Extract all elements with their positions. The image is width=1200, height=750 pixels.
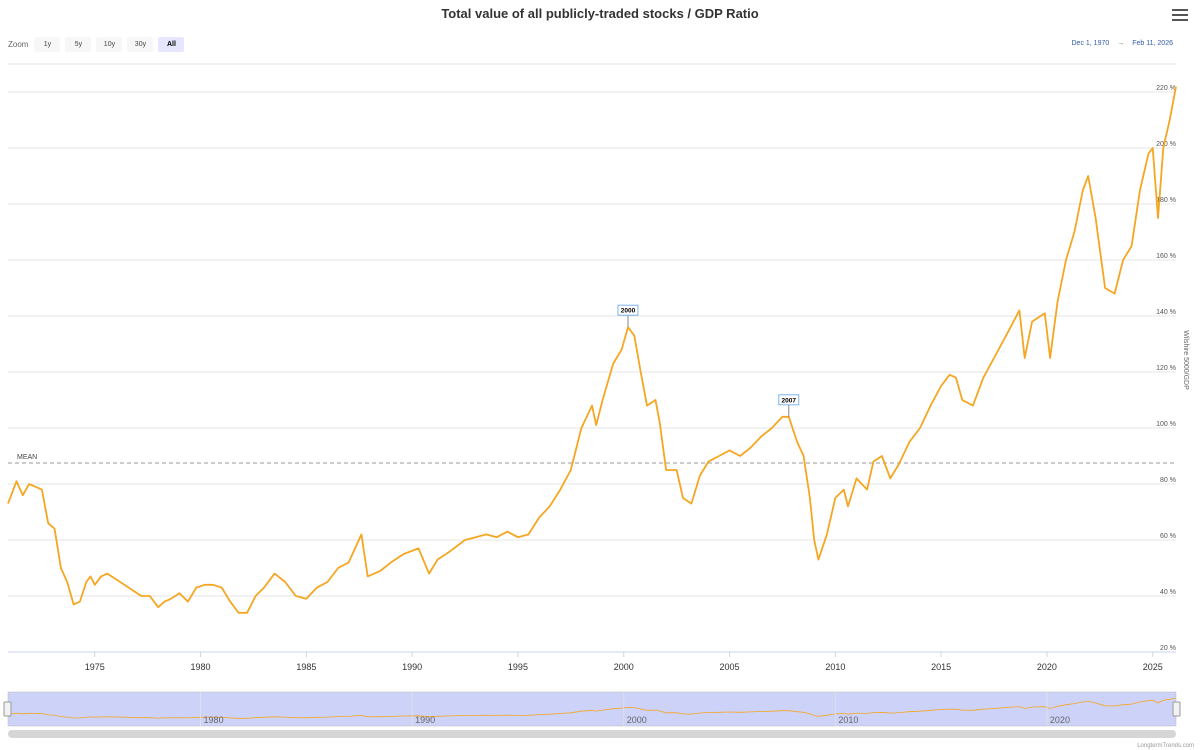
x-tick-label: 1980 <box>191 662 211 672</box>
zoom-all-button[interactable]: All <box>158 37 185 52</box>
flags-group: 2000 2007 <box>617 304 800 417</box>
zoom-30y-button[interactable]: 30y <box>127 37 154 52</box>
navigator-tick-label: 2000 <box>627 715 647 725</box>
zoom-1y-button[interactable]: 1y <box>34 37 61 52</box>
y-axis-ticks: 20 % 40 % 60 % 80 % 100 % 120 % 140 % 160 % 180 … <box>1156 85 1176 652</box>
y-tick-label: 20 % <box>1160 645 1176 652</box>
grid-lines <box>8 63 1176 653</box>
x-tick-label: 1990 <box>402 662 422 672</box>
flag-label: 2007 <box>782 397 797 404</box>
y-tick-label: 220 % <box>1156 85 1176 92</box>
navigator-series <box>7 697 1177 719</box>
navigator: 1980 1990 2000 2010 2020 <box>3 691 1181 738</box>
y-axis-label: Wilshire 5000/GDP <box>1182 330 1189 390</box>
range-to-input[interactable]: Feb 11, 2026 <box>1132 40 1173 47</box>
zoom-controls: Zoom 1y 5y 10y 30y All <box>8 37 185 52</box>
flag-label: 2000 <box>621 308 636 315</box>
navigator-scrollbar[interactable] <box>8 730 1176 738</box>
x-tick-label: 2010 <box>825 662 845 672</box>
navigator-tick-label: 2010 <box>838 715 858 725</box>
hamburger-menu-icon[interactable] <box>1172 9 1188 23</box>
navigator-window[interactable] <box>7 691 1177 727</box>
x-tick-label: 1995 <box>508 662 528 672</box>
x-tick-label: 2000 <box>614 662 634 672</box>
navigator-left-handle[interactable] <box>3 701 12 717</box>
x-tick-label: 2020 <box>1037 662 1057 672</box>
credit-text: LongtermTrends.com <box>1137 743 1194 749</box>
range-from-input[interactable]: Dec 1, 1970 <box>1071 40 1110 47</box>
series-line <box>7 86 1177 614</box>
x-tick-label: 1975 <box>85 662 105 672</box>
y-tick-label: 100 % <box>1156 421 1176 428</box>
y-tick-label: 180 % <box>1156 197 1176 204</box>
x-axis: 1975 1980 1985 1990 1995 2000 2005 2010 2015 2020… <box>8 651 1176 672</box>
zoom-5y-button[interactable]: 5y <box>65 37 92 52</box>
x-tick-label: 2015 <box>931 662 951 672</box>
series-group <box>7 86 1177 614</box>
flag-box[interactable] <box>778 394 800 406</box>
navigator-right-handle[interactable] <box>1172 701 1181 717</box>
x-tick-label: 2005 <box>720 662 740 672</box>
x-tick-label: 1985 <box>296 662 316 672</box>
navigator-tick-label: 2020 <box>1050 715 1070 725</box>
navigator-tick-label: 1980 <box>204 715 224 725</box>
y-tick-label: 80 % <box>1160 477 1176 484</box>
y-tick-label: 200 % <box>1156 141 1176 148</box>
range-arrow-icon: → <box>1117 40 1125 47</box>
chart-title: Total value of all publicly-traded stock… <box>441 6 759 21</box>
y-tick-label: 60 % <box>1160 533 1176 540</box>
navigator-tick-label: 1990 <box>415 715 435 725</box>
y-tick-label: 120 % <box>1156 365 1176 372</box>
mean-line-group: MEAN <box>8 454 1176 464</box>
y-tick-label: 140 % <box>1156 309 1176 316</box>
y-tick-label: 40 % <box>1160 589 1176 596</box>
zoom-10y-button[interactable]: 10y <box>96 37 123 52</box>
y-tick-label: 160 % <box>1156 253 1176 260</box>
flag-box[interactable] <box>617 304 639 316</box>
x-tick-label: 2025 <box>1143 662 1163 672</box>
date-range: Dec 1, 1970 → Feb 11, 2026 <box>1072 40 1174 47</box>
mean-label: MEAN <box>17 454 37 461</box>
zoom-label: Zoom <box>8 40 29 49</box>
